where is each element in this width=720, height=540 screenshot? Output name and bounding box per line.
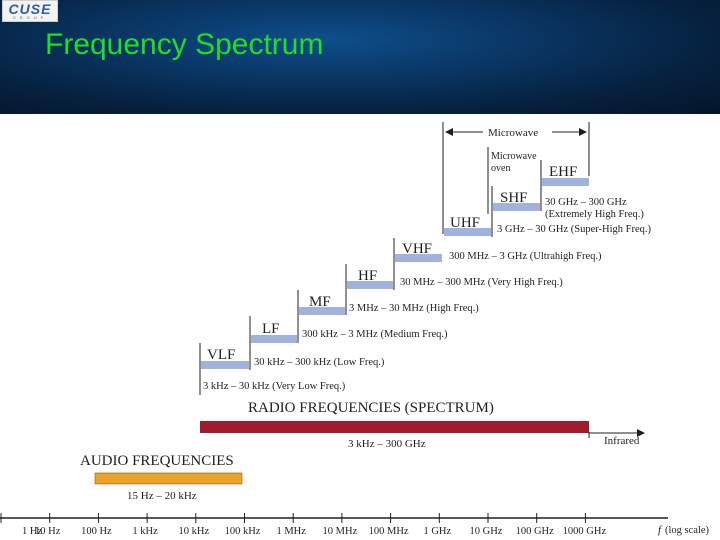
frequency-spectrum-diagram: Microwave Microwave oven VLF 3 kHz – 30 … xyxy=(0,122,710,537)
radio-title: RADIO FREQUENCIES (SPECTRUM) xyxy=(248,400,494,416)
band-bar-mf xyxy=(299,307,345,315)
band-bar-hf xyxy=(347,281,393,289)
axis-tick-label: 10 kHz xyxy=(178,526,209,537)
axis-tick-label: 100 MHz xyxy=(369,526,409,537)
band-bar-shf xyxy=(493,203,540,211)
band-range-shf: 3 GHz – 30 GHz (Super-High Freq.) xyxy=(497,224,652,235)
axis-scale-label: (log scale) xyxy=(665,525,710,536)
axis-tick-label: 100 Hz xyxy=(81,526,112,537)
band-range-ehf-line1: 30 GHz – 300 GHz xyxy=(545,197,627,208)
band-name-lf: LF xyxy=(262,321,280,337)
band-range-lf: 30 kHz – 300 kHz (Low Freq.) xyxy=(254,357,385,368)
band-name-ehf: EHF xyxy=(549,164,577,180)
band-bar-vhf xyxy=(395,254,442,262)
slide-title: Frequency Spectrum xyxy=(45,28,324,61)
band-name-vlf: VLF xyxy=(207,347,235,363)
band-range-mf: 300 kHz – 3 MHz (Medium Freq.) xyxy=(302,329,448,340)
band-range-vlf: 3 kHz – 30 kHz (Very Low Freq.) xyxy=(203,381,346,392)
band-bar-lf xyxy=(251,335,297,343)
microwave-label: Microwave xyxy=(488,127,538,139)
axis-tick-label: 1 MHz xyxy=(276,526,306,537)
band-name-shf: SHF xyxy=(500,190,528,206)
logo-text: CUSE xyxy=(8,1,52,17)
axis-tick-label: 10 MHz xyxy=(323,526,358,537)
radio-range: 3 kHz – 300 GHz xyxy=(348,438,426,450)
band-bar-uhf xyxy=(444,228,491,236)
band-name-hf: HF xyxy=(358,268,377,284)
band-name-mf: MF xyxy=(309,294,331,310)
microwave-oven-label-line1: Microwave xyxy=(491,151,537,162)
audio-title: AUDIO FREQUENCIES xyxy=(80,453,234,469)
band-range-vhf: 30 MHz – 300 MHz (Very High Freq.) xyxy=(400,277,563,288)
axis-f-label: f xyxy=(658,524,663,536)
axis-tick-label: 10 Hz xyxy=(35,526,61,537)
infrared-label: Infrared xyxy=(604,435,640,447)
axis-tick-label: 1 Hz xyxy=(22,526,42,537)
axis-tick-label: 10 GHz xyxy=(470,526,503,537)
band-range-hf: 3 MHz – 30 MHz (High Freq.) xyxy=(349,303,479,314)
band-range-ehf-line2: (Extremely High Freq.) xyxy=(545,209,644,220)
axis-tick-label: 100 kHz xyxy=(225,526,261,537)
axis-tick-label: 100 GHz xyxy=(516,526,555,537)
microwave-oven-label-line2: oven xyxy=(491,163,510,174)
audio-bar xyxy=(94,472,243,485)
radio-bar xyxy=(200,421,589,433)
band-range-uhf: 300 MHz – 3 GHz (Ultrahigh Freq.) xyxy=(449,251,602,262)
axis-tick-label: 1 kHz xyxy=(132,526,158,537)
band-name-vhf: VHF xyxy=(402,241,432,257)
band-name-uhf: UHF xyxy=(450,215,480,231)
slide-header: CUSE GROUP Frequency Spectrum xyxy=(0,0,720,114)
logo: CUSE GROUP xyxy=(2,0,58,22)
logo-subtext: GROUP xyxy=(12,15,48,20)
band-bar-vlf xyxy=(201,361,249,369)
audio-range: 15 Hz – 20 kHz xyxy=(127,490,197,502)
axis-tick-label: 1000 GHz xyxy=(563,526,607,537)
axis-tick-label: 1 GHz xyxy=(423,526,451,537)
band-bar-ehf xyxy=(542,178,589,186)
